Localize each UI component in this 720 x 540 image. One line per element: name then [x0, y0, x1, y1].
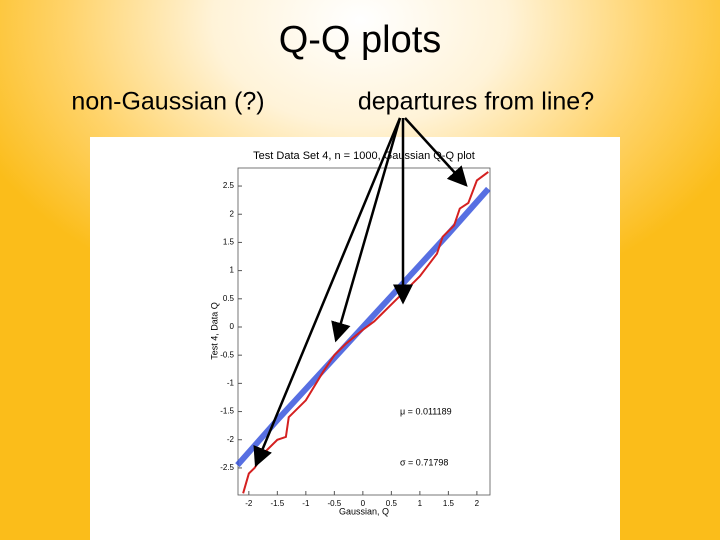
arrow: [404, 117, 468, 187]
x-tick-label: 1: [418, 499, 423, 508]
axes-box: [237, 167, 491, 496]
left-caption: non-Gaussian (?): [71, 88, 264, 116]
y-tick-label: 0: [230, 322, 235, 331]
data-line: [235, 186, 491, 468]
x-tick-label: 1.5: [443, 499, 455, 508]
right-caption: departures from line?: [358, 88, 594, 116]
data-line: [242, 171, 489, 494]
plot-title: Test Data Set 4, n = 1000, Gaussian Q-Q …: [253, 150, 475, 162]
y-tick-label: -2: [227, 435, 235, 444]
x-tick-label: -1.5: [270, 499, 284, 508]
x-axis-label: Gaussian, Q: [339, 506, 389, 516]
x-tick-label: 0.5: [386, 499, 398, 508]
y-tick-label: -2.5: [220, 463, 234, 472]
annotation: σ = 0.71798: [400, 457, 448, 467]
y-tick-label: -0.5: [220, 350, 234, 359]
x-tick-label: -1: [302, 499, 310, 508]
arrow: [331, 117, 402, 343]
x-tick-label: 2: [475, 499, 480, 508]
y-tick-label: -1.5: [220, 407, 234, 416]
y-tick-label: 1: [230, 266, 235, 275]
arrow: [253, 117, 402, 468]
arrows: [253, 117, 468, 468]
y-axis-label: Test 4, Data Q: [209, 302, 219, 360]
x-tick-label: 0: [361, 499, 366, 508]
y-tick-label: 0.5: [223, 294, 235, 303]
plot-area: -2 -1.5 -1 -0.5 0 0.5 1 1.5 2 -2.5 -2 -1.5 -1 -0.5 0 0.…: [220, 171, 491, 508]
y-tick-label: 2: [230, 209, 235, 218]
y-tick-label: 2.5: [223, 181, 235, 190]
y-tick-label: -1: [227, 378, 235, 387]
x-tick-label: -2: [245, 499, 253, 508]
slide-title: Q-Q plots: [279, 19, 442, 61]
x-tick-label: -0.5: [327, 499, 341, 508]
annotation: μ = 0.011189: [400, 406, 452, 416]
y-tick-label: 1.5: [223, 238, 235, 247]
